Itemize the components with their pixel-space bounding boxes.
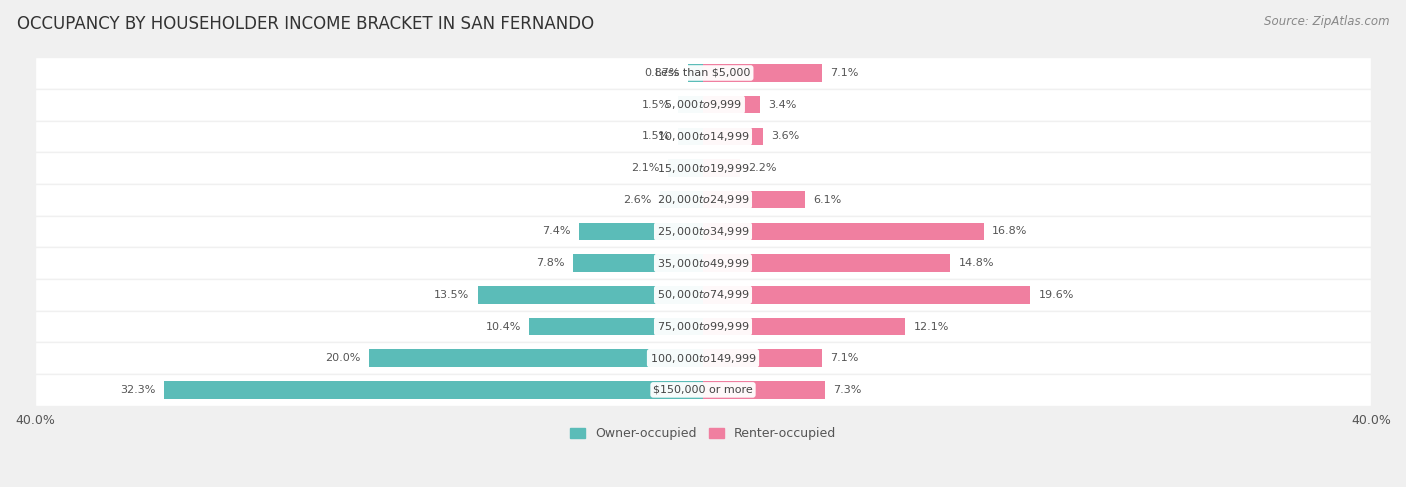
Text: 20.0%: 20.0% xyxy=(325,353,360,363)
Bar xyxy=(703,254,950,272)
FancyBboxPatch shape xyxy=(35,57,1371,89)
Bar xyxy=(703,286,1031,303)
Text: 16.8%: 16.8% xyxy=(993,226,1028,236)
Text: $10,000 to $14,999: $10,000 to $14,999 xyxy=(657,130,749,143)
Bar xyxy=(163,381,703,398)
Text: 1.5%: 1.5% xyxy=(641,100,669,110)
Text: $15,000 to $19,999: $15,000 to $19,999 xyxy=(657,162,749,174)
Text: 2.1%: 2.1% xyxy=(631,163,659,173)
Bar xyxy=(678,128,703,145)
Bar xyxy=(703,64,821,82)
Text: Source: ZipAtlas.com: Source: ZipAtlas.com xyxy=(1264,15,1389,28)
Text: 14.8%: 14.8% xyxy=(959,258,994,268)
FancyBboxPatch shape xyxy=(35,89,1371,120)
Bar xyxy=(703,381,825,398)
Bar xyxy=(678,96,703,113)
Text: 10.4%: 10.4% xyxy=(485,321,522,332)
Bar xyxy=(668,159,703,177)
Text: 7.1%: 7.1% xyxy=(830,68,858,78)
FancyBboxPatch shape xyxy=(35,247,1371,279)
Text: Less than $5,000: Less than $5,000 xyxy=(655,68,751,78)
Bar xyxy=(703,159,740,177)
FancyBboxPatch shape xyxy=(35,184,1371,216)
Bar xyxy=(689,64,703,82)
Text: 12.1%: 12.1% xyxy=(914,321,949,332)
Text: OCCUPANCY BY HOUSEHOLDER INCOME BRACKET IN SAN FERNANDO: OCCUPANCY BY HOUSEHOLDER INCOME BRACKET … xyxy=(17,15,593,33)
Text: 2.6%: 2.6% xyxy=(623,195,651,205)
Bar xyxy=(703,96,759,113)
Bar xyxy=(572,254,703,272)
Text: 7.3%: 7.3% xyxy=(834,385,862,395)
Text: $35,000 to $49,999: $35,000 to $49,999 xyxy=(657,257,749,270)
Text: 7.8%: 7.8% xyxy=(536,258,564,268)
Bar xyxy=(703,191,804,208)
Legend: Owner-occupied, Renter-occupied: Owner-occupied, Renter-occupied xyxy=(565,422,841,445)
Text: 2.2%: 2.2% xyxy=(748,163,776,173)
FancyBboxPatch shape xyxy=(35,152,1371,184)
Text: 3.6%: 3.6% xyxy=(772,131,800,141)
Text: 19.6%: 19.6% xyxy=(1039,290,1074,300)
Text: $25,000 to $34,999: $25,000 to $34,999 xyxy=(657,225,749,238)
Text: 3.4%: 3.4% xyxy=(768,100,797,110)
FancyBboxPatch shape xyxy=(35,342,1371,374)
FancyBboxPatch shape xyxy=(35,311,1371,342)
Text: $150,000 or more: $150,000 or more xyxy=(654,385,752,395)
Bar xyxy=(579,223,703,240)
Text: $50,000 to $74,999: $50,000 to $74,999 xyxy=(657,288,749,301)
Text: $20,000 to $24,999: $20,000 to $24,999 xyxy=(657,193,749,206)
Text: 7.1%: 7.1% xyxy=(830,353,858,363)
FancyBboxPatch shape xyxy=(35,374,1371,406)
Bar xyxy=(659,191,703,208)
Text: 32.3%: 32.3% xyxy=(120,385,155,395)
Bar xyxy=(703,128,763,145)
FancyBboxPatch shape xyxy=(35,279,1371,311)
Text: $75,000 to $99,999: $75,000 to $99,999 xyxy=(657,320,749,333)
Text: 7.4%: 7.4% xyxy=(543,226,571,236)
Text: 0.87%: 0.87% xyxy=(644,68,681,78)
FancyBboxPatch shape xyxy=(35,120,1371,152)
Bar xyxy=(703,318,905,335)
Bar xyxy=(703,223,984,240)
Bar xyxy=(703,350,821,367)
Bar xyxy=(368,350,703,367)
FancyBboxPatch shape xyxy=(35,216,1371,247)
Text: 6.1%: 6.1% xyxy=(813,195,841,205)
Bar xyxy=(478,286,703,303)
Bar xyxy=(529,318,703,335)
Text: 1.5%: 1.5% xyxy=(641,131,669,141)
Text: 13.5%: 13.5% xyxy=(434,290,470,300)
Text: $100,000 to $149,999: $100,000 to $149,999 xyxy=(650,352,756,365)
Text: $5,000 to $9,999: $5,000 to $9,999 xyxy=(664,98,742,111)
